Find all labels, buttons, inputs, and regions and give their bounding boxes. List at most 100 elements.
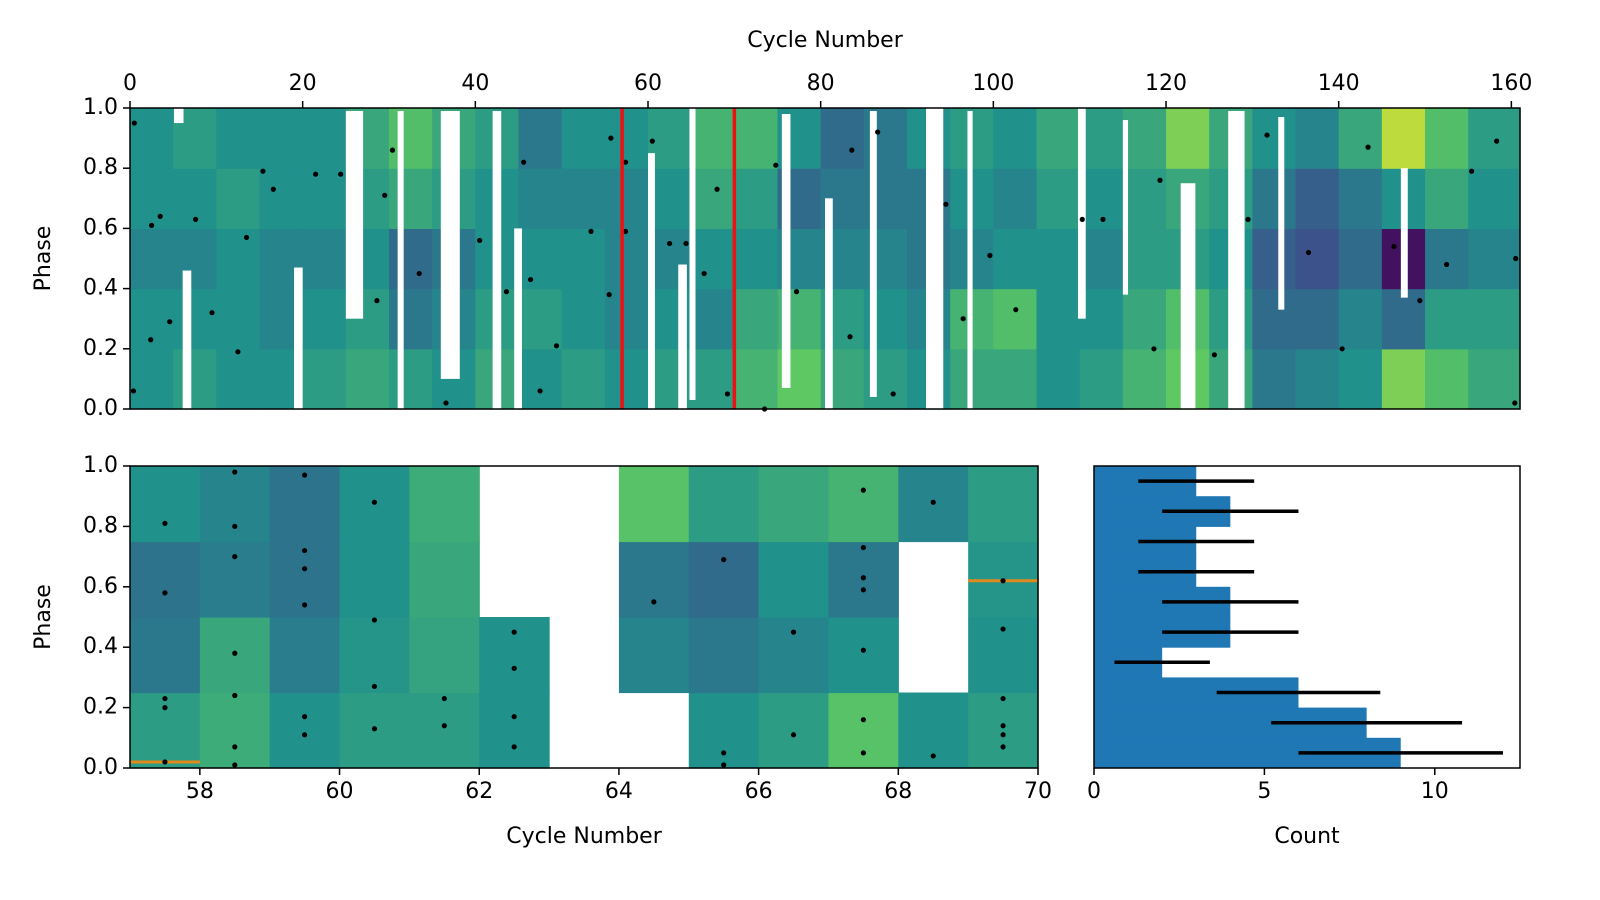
dot [1100, 216, 1106, 222]
heat-cell [1381, 348, 1426, 410]
dot [875, 129, 881, 135]
dot [302, 714, 308, 720]
dot [1494, 138, 1500, 144]
heat-cell [130, 108, 174, 169]
x-tick-label: 40 [461, 71, 489, 96]
dot [338, 171, 344, 177]
dot [651, 599, 657, 605]
heat-cell [691, 288, 735, 350]
dot [148, 337, 154, 343]
heat-cell [216, 108, 261, 169]
gap [397, 111, 404, 409]
dot [1000, 732, 1006, 738]
dot [606, 292, 612, 298]
dot [724, 391, 731, 397]
dot [162, 759, 168, 765]
dot [608, 135, 614, 141]
dot [683, 240, 689, 247]
plot-frame [129, 465, 1039, 769]
heat-cell [1252, 348, 1297, 410]
dot [157, 213, 163, 219]
heat-cell [561, 168, 606, 229]
dot [860, 587, 866, 593]
dot [1391, 243, 1397, 250]
dot [537, 388, 543, 394]
gap [1077, 108, 1086, 319]
dot [987, 252, 993, 259]
heat-cell [339, 617, 410, 694]
x-tick-label: 160 [1490, 71, 1532, 96]
heat-cell [688, 617, 760, 694]
dot [243, 234, 250, 241]
heat-cell [1252, 168, 1297, 229]
dot [527, 276, 534, 283]
dot [167, 319, 173, 325]
dot [302, 472, 308, 478]
dot [374, 298, 380, 304]
dot [622, 159, 629, 165]
heat-cell [199, 541, 271, 618]
y-tick-label: 0.0 [83, 755, 118, 780]
dot [1365, 144, 1371, 150]
heat-cell [518, 108, 563, 169]
dot [960, 316, 966, 322]
x-tick-label: 20 [289, 71, 317, 96]
heat-cell [1036, 108, 1081, 169]
heat-cell [828, 617, 899, 694]
dot [232, 523, 238, 530]
x-tick-label: 60 [326, 779, 354, 804]
heat-cell [993, 168, 1038, 229]
gap [1122, 120, 1129, 295]
heat-cell [1079, 348, 1124, 410]
dot [1000, 744, 1006, 750]
dot [511, 714, 517, 720]
heat-cell [993, 288, 1038, 350]
dot [382, 192, 388, 198]
dot [232, 692, 238, 699]
heat-cell [1468, 288, 1521, 350]
y-tick-label: 0.4 [83, 276, 118, 301]
heat-cell [1036, 168, 1081, 229]
heat-cell [1122, 348, 1167, 410]
heat-cell [691, 348, 735, 410]
heat-cell [518, 228, 563, 290]
dot [1079, 216, 1085, 222]
dot [313, 171, 319, 177]
x-tick-label: 80 [807, 71, 835, 96]
y-tick-label: 0.4 [83, 634, 118, 659]
x-tick-label: 120 [1145, 71, 1187, 96]
heat-cell [130, 541, 201, 618]
dot [860, 544, 866, 551]
heat-cell [1338, 288, 1383, 350]
heat-cell [130, 168, 174, 229]
gap [926, 108, 944, 409]
x-tick-label: 0 [123, 71, 137, 96]
heat-cell [968, 466, 1039, 543]
heat-cell [648, 168, 692, 229]
heat-cell [259, 168, 304, 229]
dot [441, 695, 447, 702]
heat-cell [734, 348, 779, 410]
heat-cell [604, 288, 649, 350]
x-tick-label: 100 [972, 71, 1014, 96]
heat-cell [1295, 108, 1340, 169]
heat-cell [1295, 288, 1340, 350]
heat-cell [691, 228, 735, 290]
dot [890, 391, 896, 397]
heat-cell [561, 288, 606, 350]
heat-cell [1425, 348, 1469, 410]
x-tick-label: 0 [1087, 779, 1101, 804]
gap [514, 228, 522, 409]
dot [302, 547, 308, 554]
heat-cell [216, 348, 261, 410]
x-tick-label: 140 [1318, 71, 1360, 96]
heat-cell [302, 168, 347, 229]
dot [389, 147, 396, 153]
dot [721, 750, 727, 756]
heat-cell [199, 466, 271, 543]
dot [130, 388, 137, 394]
dot [371, 617, 378, 623]
heat-cell [1425, 108, 1469, 169]
x-tick-label: 66 [745, 779, 773, 804]
dot [1512, 400, 1518, 406]
